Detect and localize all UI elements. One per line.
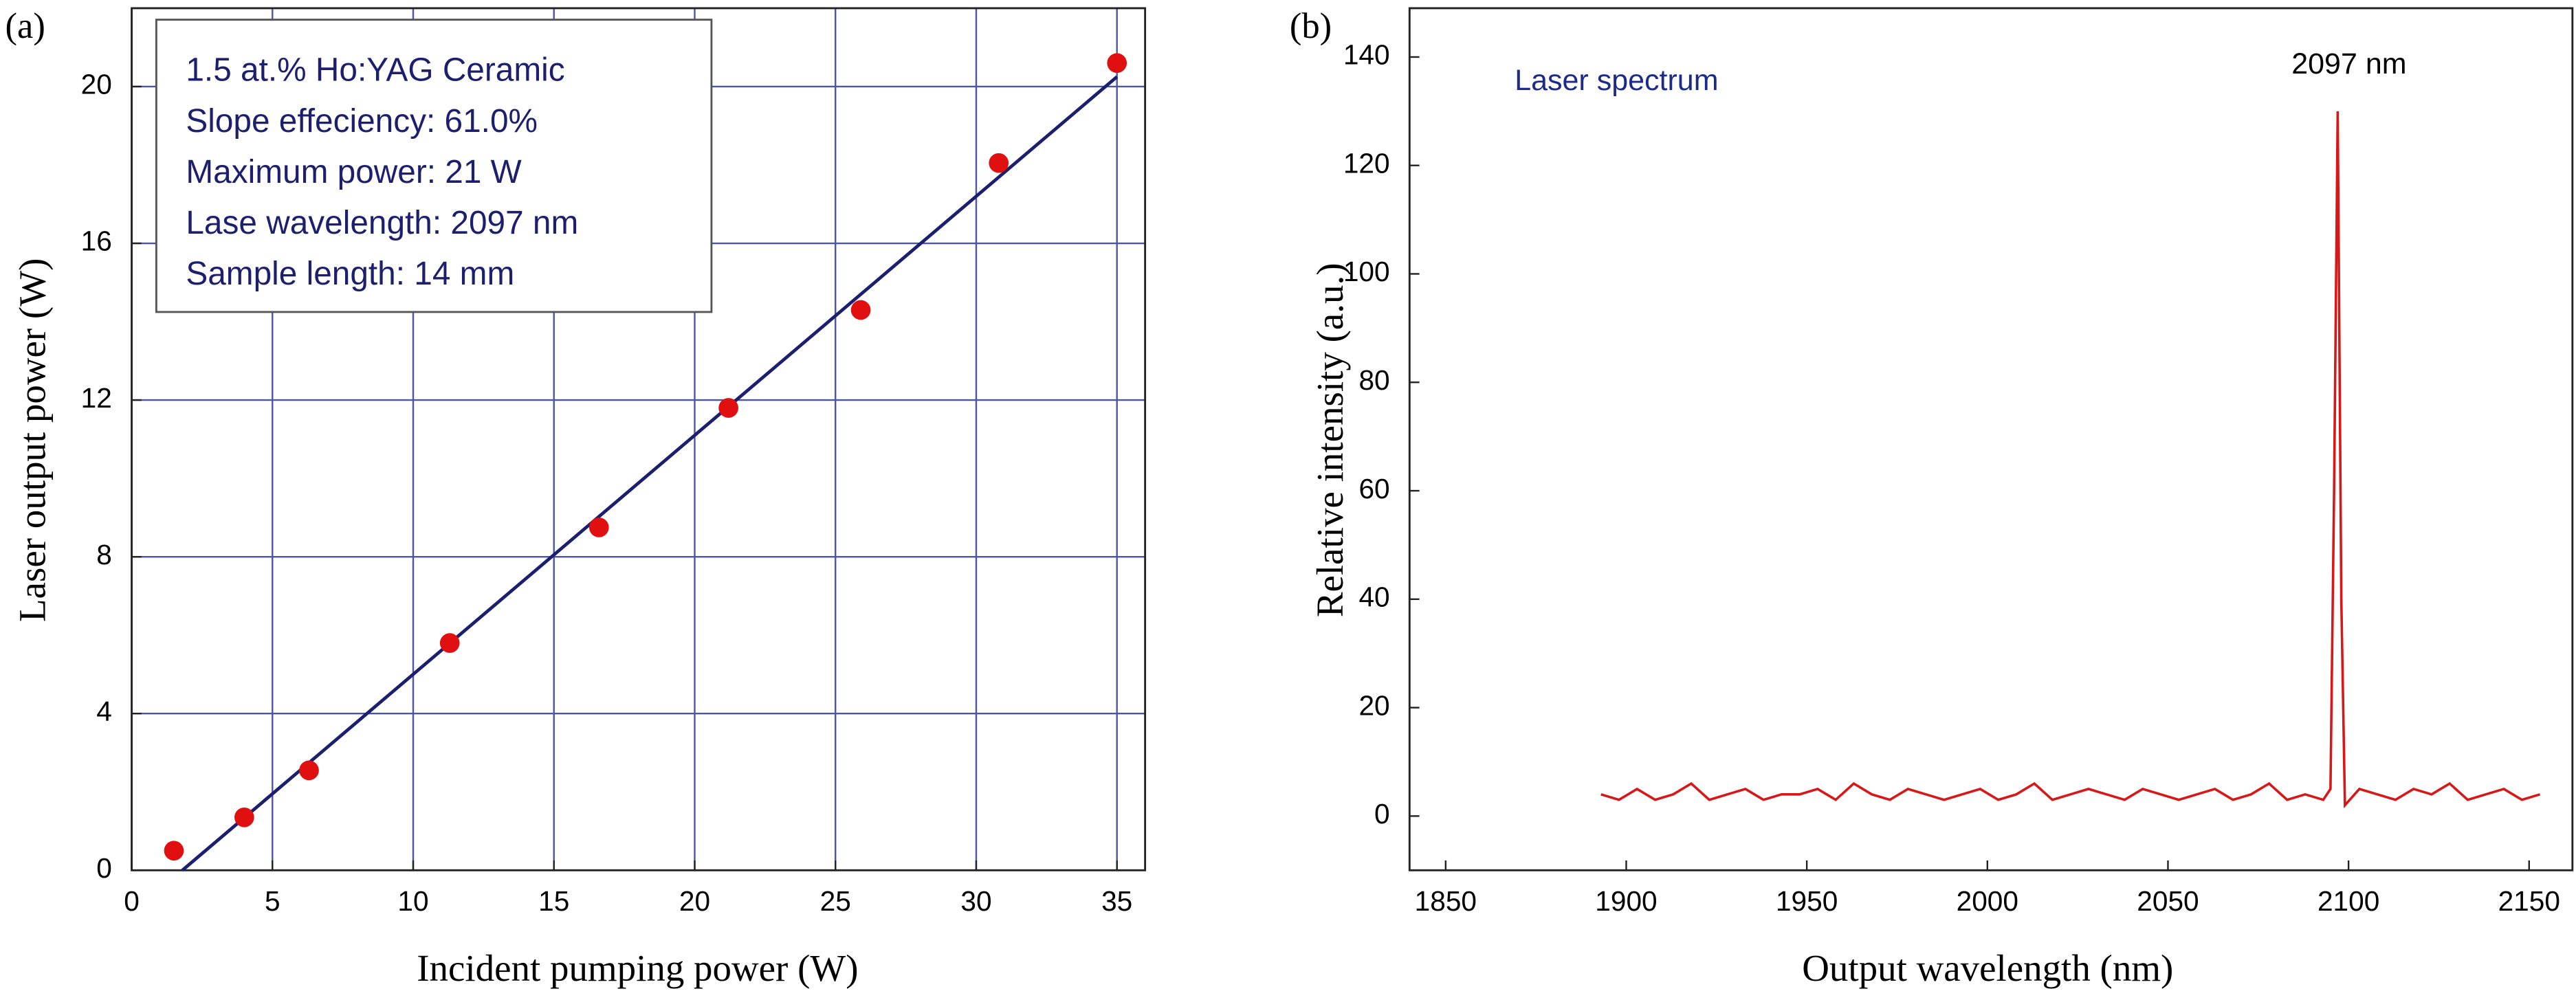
x-tick-label: 15	[538, 885, 569, 917]
x-tick-label: 5	[265, 885, 280, 917]
x-tick-label: 25	[820, 885, 851, 917]
y-tick-label: 80	[1358, 364, 1389, 396]
y-tick-label: 20	[1358, 689, 1389, 721]
x-tick-label: 1900	[1595, 885, 1657, 917]
annotation-line: Sample length: 14 mm	[186, 256, 514, 292]
fit-line	[181, 75, 1119, 872]
plot-frame	[131, 7, 1147, 871]
x-axis-title: Incident pumping power (W)	[417, 947, 858, 989]
panel-label: (a)	[5, 6, 45, 46]
y-tick-label: 8	[96, 539, 112, 570]
y-tick-label: 12	[81, 382, 112, 414]
x-axis-title: Output wavelength (nm)	[1802, 947, 2173, 989]
data-point	[439, 633, 460, 653]
y-axis-title: Relative intensity (a.u.)	[1309, 263, 1351, 617]
x-tick-label: 2150	[2498, 885, 2560, 917]
data-point	[299, 760, 319, 781]
data-point	[989, 153, 1009, 173]
data-point	[588, 518, 609, 537]
spectrum-line	[1600, 111, 2541, 809]
panel-label: (b)	[1290, 6, 1332, 46]
x-tick-label: 30	[960, 885, 991, 917]
annotation-line: Slope effeciency: 61.0%	[186, 103, 538, 140]
y-tick-label: 0	[1374, 798, 1390, 830]
x-tick-label: 1850	[1415, 885, 1477, 917]
x-tick-label: 35	[1101, 885, 1132, 917]
data-point	[1107, 53, 1127, 74]
annotation-box	[155, 19, 713, 313]
annotation-line: 1.5 at.% Ho:YAG Ceramic	[186, 52, 564, 89]
x-tick-label: 10	[397, 885, 428, 917]
y-tick-label: 4	[96, 696, 112, 727]
x-tick-label: 2050	[2137, 885, 2199, 917]
y-tick-label: 140	[1343, 39, 1390, 71]
x-tick-label: 0	[124, 885, 140, 917]
data-point	[164, 841, 184, 861]
data-point	[718, 398, 738, 418]
plot-frame	[1408, 7, 2574, 871]
x-tick-label: 20	[679, 885, 710, 917]
y-tick-label: 0	[96, 852, 112, 884]
annotation-line: Maximum power: 21 W	[186, 154, 521, 190]
y-tick-label: 120	[1343, 147, 1390, 179]
y-tick-label: 60	[1358, 473, 1389, 504]
peak-label: 2097 nm	[2291, 47, 2406, 80]
x-tick-label: 2000	[1957, 885, 2018, 917]
annotation-line: Lase wavelength: 2097 nm	[186, 205, 578, 241]
y-tick-label: 20	[81, 69, 112, 100]
data-point	[234, 807, 254, 827]
x-tick-label: 1950	[1776, 885, 1838, 917]
y-tick-label: 16	[81, 225, 112, 257]
data-point	[850, 300, 871, 320]
x-tick-label: 2100	[2318, 885, 2379, 917]
y-axis-title: Laser output power (W)	[12, 258, 54, 622]
annotation: Laser spectrum	[1515, 64, 1718, 97]
y-tick-label: 100	[1343, 256, 1390, 287]
y-tick-label: 40	[1358, 581, 1389, 613]
